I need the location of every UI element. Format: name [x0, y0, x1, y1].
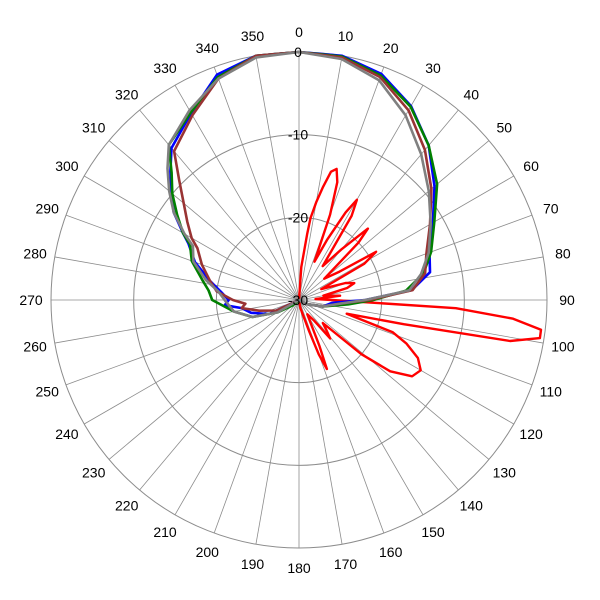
radial-tick-label: -20 — [288, 209, 308, 225]
angle-tick-label: 80 — [555, 246, 571, 262]
angle-gridline — [298, 85, 424, 301]
angle-tick-label: 180 — [287, 560, 311, 576]
angle-tick-label: 350 — [241, 28, 265, 44]
angle-gridline — [108, 299, 300, 460]
angle-tick-label: 190 — [241, 556, 265, 572]
angle-gridline — [54, 299, 300, 344]
angle-tick-label: 160 — [379, 544, 403, 560]
series-line-4 — [172, 50, 433, 312]
angle-tick-label: 220 — [115, 497, 139, 513]
angle-tick-label: 200 — [196, 544, 220, 560]
angle-tick-label: 300 — [55, 158, 79, 174]
angle-gridline — [139, 109, 300, 301]
angle-tick-label: 260 — [23, 339, 47, 355]
angle-gridline — [174, 299, 300, 515]
angle-gridline — [298, 299, 490, 460]
angle-gridline — [213, 299, 300, 534]
angle-gridline — [298, 299, 343, 545]
angle-tick-label: 330 — [153, 60, 177, 76]
angle-tick-label: 340 — [196, 40, 220, 56]
angle-gridline — [84, 299, 300, 425]
angle-tick-label: 20 — [383, 40, 399, 56]
angle-gridline — [298, 109, 459, 301]
angle-tick-label: 50 — [497, 120, 513, 136]
angle-gridline — [298, 299, 514, 425]
angle-gridline — [298, 175, 514, 301]
angle-tick-label: 90 — [559, 292, 575, 308]
angle-gridline — [255, 55, 300, 301]
radial-tick-label: -30 — [288, 292, 308, 308]
angle-tick-label: 280 — [23, 246, 47, 262]
radial-tick-label: -10 — [288, 127, 308, 143]
angle-gridline — [174, 85, 300, 301]
angle-tick-label: 30 — [425, 60, 441, 76]
angle-tick-label: 150 — [421, 524, 445, 540]
angle-tick-label: 60 — [523, 158, 539, 174]
angle-tick-label: 230 — [82, 464, 106, 480]
angle-tick-label: 290 — [36, 200, 60, 216]
angle-gridline — [298, 55, 343, 301]
radial-gridline — [215, 216, 383, 384]
angle-gridline — [255, 299, 300, 545]
angle-gridline — [298, 299, 544, 344]
angle-tick-label: 310 — [82, 120, 106, 136]
angle-gridline — [298, 66, 385, 301]
angle-tick-label: 320 — [115, 87, 139, 103]
angle-tick-label: 210 — [153, 524, 177, 540]
angle-gridline — [213, 66, 300, 301]
angle-tick-label: 240 — [55, 426, 79, 442]
angle-gridline — [65, 214, 300, 301]
angle-tick-label: 0 — [295, 24, 303, 40]
angle-gridline — [298, 299, 424, 515]
angle-tick-label: 170 — [334, 556, 358, 572]
angle-gridline — [108, 140, 300, 301]
angle-gridline — [298, 299, 533, 386]
angle-tick-label: 110 — [540, 384, 563, 400]
angle-gridline — [139, 299, 300, 491]
angle-tick-label: 120 — [519, 426, 543, 442]
angle-tick-label: 40 — [464, 87, 480, 103]
series-line-1 — [297, 167, 543, 378]
angle-tick-label: 250 — [36, 384, 60, 400]
radial-tick-label: 0 — [294, 44, 302, 60]
radial-gridline — [133, 134, 465, 466]
angle-gridline — [54, 256, 300, 301]
angle-tick-label: 10 — [338, 28, 354, 44]
angle-tick-label: 270 — [19, 292, 43, 308]
angle-tick-label: 70 — [543, 200, 559, 216]
series-line-5 — [166, 50, 432, 319]
angle-tick-label: 130 — [493, 464, 517, 480]
angle-tick-label: 140 — [460, 497, 484, 513]
angle-tick-label: 100 — [551, 339, 575, 355]
